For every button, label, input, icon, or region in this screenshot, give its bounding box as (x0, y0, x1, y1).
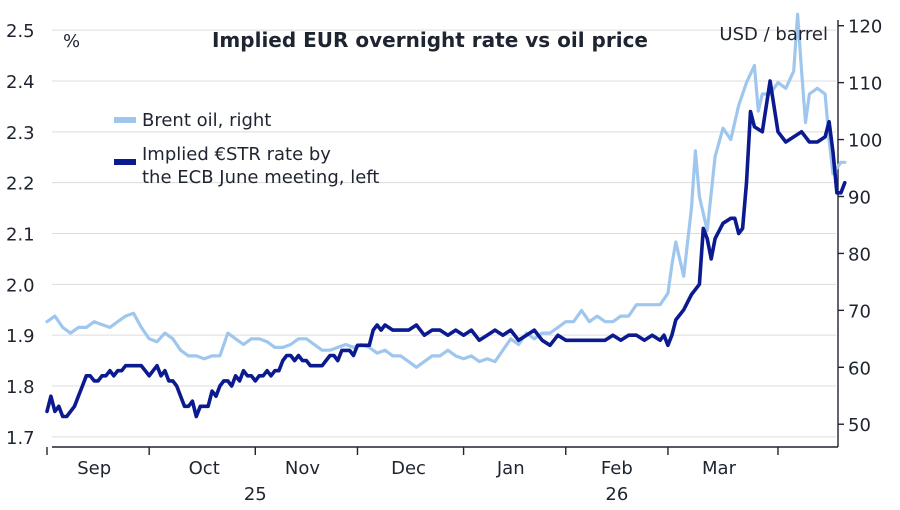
right-tick-label: 120 (848, 17, 882, 38)
month-label: Mar (702, 458, 737, 479)
chart-title: Implied EUR overnight rate vs oil price (212, 28, 648, 52)
legend: Brent oil, right Implied €STR rate by th… (114, 110, 379, 188)
month-label: Jan (496, 458, 525, 479)
month-label: Oct (189, 458, 220, 479)
right-tick-label: 90 (848, 187, 871, 208)
legend-label-estr-line1: Implied €STR rate by (142, 144, 331, 165)
left-tick-label: 2.3 (6, 123, 35, 144)
left-tick-label: 2.1 (6, 225, 35, 246)
left-tick-label: 1.7 (6, 428, 35, 449)
year-label: 26 (605, 484, 628, 505)
brent-oil-line (45, 12, 847, 369)
right-unit-label: USD / barrel (719, 24, 828, 45)
month-label: Feb (601, 458, 633, 479)
gridlines (52, 29, 836, 438)
axes: 1.7 1.8 1.9 2.0 2.1 2.2 2.3 2.4 2.5 50 60 70 80 90 100… (6, 17, 882, 505)
left-tick-label: 2.4 (6, 72, 35, 93)
legend-label-estr-line2: the ECB June meeting, left (142, 167, 379, 188)
month-label: Dec (391, 458, 426, 479)
right-tick-label: 60 (848, 358, 871, 379)
month-label: Sep (77, 458, 111, 479)
legend-label-estr: Implied €STR rate by the ECB June meetin… (142, 144, 379, 188)
left-tick-label: 1.8 (6, 377, 35, 398)
right-tick-label: 110 (848, 74, 882, 95)
estr-rate-line (45, 79, 847, 419)
right-tick-label: 100 (848, 131, 882, 152)
left-tick-label: 1.9 (6, 326, 35, 347)
year-label: 25 (244, 484, 267, 505)
left-tick-label: 2.5 (6, 21, 35, 42)
right-tick-label: 70 (848, 301, 871, 322)
series-lines (45, 12, 847, 419)
month-label: Nov (285, 458, 320, 479)
left-tick-label: 2.2 (6, 174, 35, 195)
right-tick-label: 80 (848, 244, 871, 265)
left-unit-label: % (63, 31, 80, 52)
right-tick-label: 50 (848, 415, 871, 436)
left-tick-label: 2.0 (6, 275, 35, 296)
legend-label-brent: Brent oil, right (142, 110, 271, 131)
